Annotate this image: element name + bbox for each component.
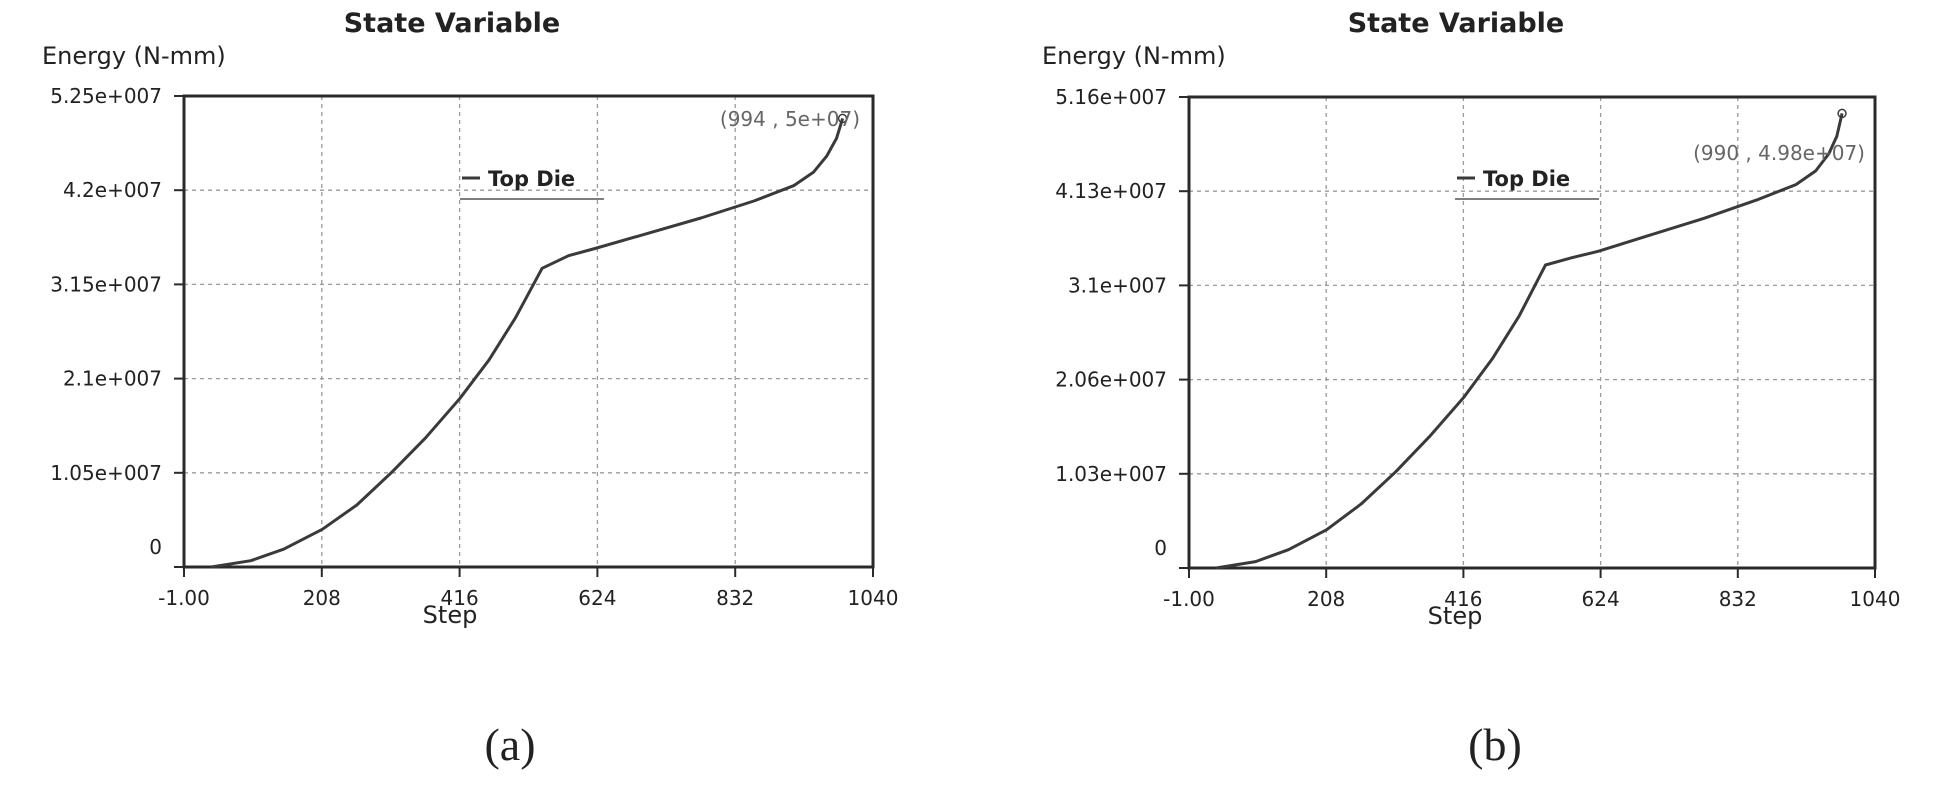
y-tick-label: 0 — [1154, 536, 1167, 560]
y-tick-label: 5.25e+007 — [50, 84, 162, 108]
endpoint-marker — [837, 113, 848, 124]
y-tick-label: 5.16e+007 — [1055, 85, 1167, 109]
y-axis-label: Energy (N-mm) — [1042, 42, 1226, 70]
x-tick-label: 832 — [716, 586, 754, 610]
y-tick-label: 4.2e+007 — [63, 178, 162, 202]
x-tick-label: 416 — [1444, 587, 1482, 611]
endpoint-marker — [1837, 108, 1847, 119]
x-tick-label: 832 — [1719, 587, 1757, 611]
y-axis-label: Energy (N-mm) — [42, 42, 226, 70]
chart-title: State Variable — [344, 8, 561, 39]
y-tick-label: 0 — [149, 535, 162, 559]
plot-frame — [1187, 95, 1877, 570]
y-tick-label: 4.13e+007 — [1055, 179, 1167, 203]
chart-b-svg: -1.00 208 416 624 832 1040 0 1.03e+007 2.06e+007… — [1042, 8, 1901, 630]
x-tick-label: 208 — [303, 586, 341, 610]
legend-label: Top Die — [488, 167, 575, 191]
x-axis-label: Step — [423, 601, 478, 629]
point-annotation: (990 , 4.98e+07) — [1693, 141, 1865, 165]
x-tick-label: -1.00 — [158, 586, 210, 610]
y-tick-label: 3.1e+007 — [1068, 273, 1167, 297]
y-tick-label: 3.15e+007 — [50, 272, 162, 296]
y-tick-label: 1.05e+007 — [50, 461, 162, 485]
point-annotation: (994 , 5e+07) — [720, 107, 860, 131]
series-line — [1215, 113, 1844, 570]
chart-panel-b: -1.00 208 416 624 832 1040 0 1.03e+007 2.06e+007… — [967, 0, 1934, 796]
x-tick-label: 1040 — [848, 586, 899, 610]
chart-title: State Variable — [1348, 8, 1565, 39]
x-tick-label: 624 — [1582, 587, 1620, 611]
x-tick-label: 1040 — [1850, 587, 1901, 611]
x-tick-label: 208 — [1307, 587, 1345, 611]
y-tick-label: 2.06e+007 — [1055, 368, 1167, 392]
y-tick-label: 2.1e+007 — [63, 367, 162, 391]
x-tick-label: 416 — [441, 586, 479, 610]
series-line — [210, 117, 845, 569]
chart-a-svg: -1.00 208 416 624 832 1040 0 1.05e+007 2.1e+007 3… — [42, 8, 899, 629]
y-tick-label: 1.03e+007 — [1055, 462, 1167, 486]
legend-label: Top Die — [1483, 167, 1570, 191]
chart-panel-a: -1.00 208 416 624 832 1040 0 1.05e+007 2.1e+007 3… — [42, 8, 899, 770]
x-axis-label: Step — [1428, 602, 1483, 630]
x-tick-label: -1.00 — [1163, 587, 1215, 611]
plot-frame — [182, 94, 875, 569]
caption-b: (b) — [1468, 719, 1522, 770]
x-tick-label: 624 — [578, 586, 616, 610]
caption-a: (a) — [484, 719, 536, 770]
